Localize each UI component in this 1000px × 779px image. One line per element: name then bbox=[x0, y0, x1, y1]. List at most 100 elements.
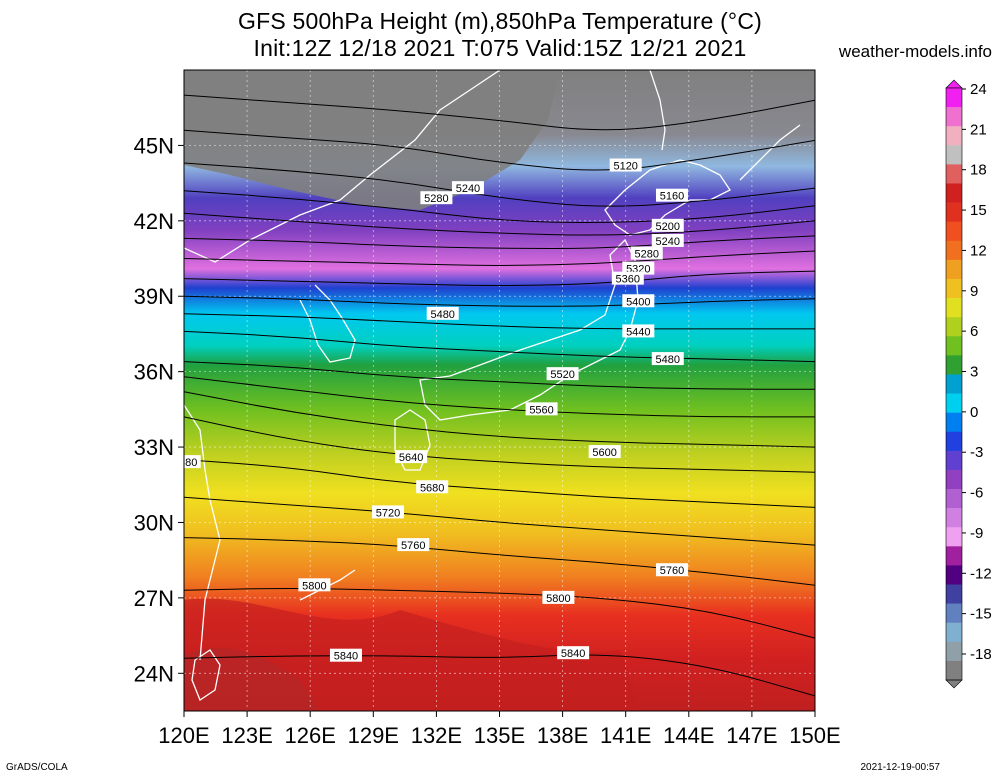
contour-label-bg bbox=[609, 158, 642, 172]
contour-label-bg bbox=[525, 402, 558, 416]
contour-line-5800 bbox=[184, 587, 815, 639]
contour-label-bg bbox=[420, 191, 453, 205]
contour-line-5320 bbox=[184, 250, 815, 266]
colorbar-label: -3 bbox=[970, 444, 983, 461]
contour-line-5400 bbox=[184, 295, 815, 307]
colorbar-label: -12 bbox=[970, 565, 992, 582]
lat-label: 24N bbox=[134, 661, 174, 686]
colorbar-swatch bbox=[946, 259, 962, 280]
colorbar-swatch bbox=[946, 317, 962, 337]
contour-label: 5160 bbox=[660, 191, 684, 203]
colorbar-frame bbox=[945, 87, 963, 681]
contour-label-bg bbox=[184, 455, 201, 469]
colorbar-label: 0 bbox=[970, 404, 978, 421]
footer-software: GrADS/COLA bbox=[6, 762, 68, 773]
colorbar-swatch bbox=[946, 393, 962, 413]
contour-label-bg bbox=[651, 352, 684, 366]
contour-label-bg bbox=[622, 261, 655, 275]
lon-label: 135E bbox=[474, 723, 525, 748]
colorbar-label: 18 bbox=[970, 162, 987, 179]
contour-label: 5280 bbox=[634, 249, 658, 261]
lon-label: 129E bbox=[348, 723, 399, 748]
contour-label: 5680 bbox=[420, 482, 444, 494]
coastline-kurils bbox=[739, 124, 801, 181]
contour-label: 5760 bbox=[401, 540, 425, 552]
lon-label: 138E bbox=[537, 723, 588, 748]
contour-label: 5240 bbox=[456, 183, 480, 195]
site-credit: weather-models.info bbox=[838, 42, 992, 61]
contour-line-5680 bbox=[184, 459, 815, 508]
contour-line-5560 bbox=[184, 376, 815, 418]
colorbar-swatch bbox=[946, 88, 962, 108]
colorbar-swatch bbox=[946, 565, 962, 585]
contour-label: 5600 bbox=[592, 447, 616, 459]
lon-label: 144E bbox=[663, 723, 714, 748]
cold-air-region bbox=[184, 70, 560, 210]
colorbar-swatch bbox=[946, 584, 962, 604]
contour-label-bg bbox=[588, 445, 621, 459]
contour-label-bg bbox=[622, 324, 655, 338]
contour-label-bg bbox=[298, 578, 331, 592]
colorbar-swatch bbox=[946, 164, 962, 184]
contour-label-bg bbox=[655, 188, 688, 202]
colorbar-swatch bbox=[946, 489, 962, 509]
lon-label: 150E bbox=[789, 723, 840, 748]
colorbar-swatch bbox=[946, 221, 962, 242]
colorbar-swatch bbox=[946, 145, 962, 165]
contour-label: 5840 bbox=[334, 651, 358, 663]
contour-line-5240 bbox=[184, 212, 815, 236]
coastline-china-east bbox=[184, 404, 221, 661]
colorbar-swatch bbox=[946, 107, 962, 127]
footer-timestamp: 2021-12-19-00:57 bbox=[860, 762, 940, 773]
contour-line-5600 bbox=[184, 391, 815, 448]
contour-label: 5480 bbox=[430, 309, 454, 321]
colorbar-label: -9 bbox=[970, 525, 983, 542]
contour-label: 680 bbox=[179, 457, 197, 469]
colorbar-swatch bbox=[946, 546, 962, 566]
colorbar-label: -6 bbox=[970, 485, 983, 502]
lat-label: 33N bbox=[134, 435, 174, 460]
contour-label-bg bbox=[372, 505, 405, 519]
coastline-asia bbox=[184, 70, 501, 263]
colorbar-swatch bbox=[946, 126, 962, 146]
colorbar-swatch bbox=[946, 603, 962, 624]
lon-axis: 120E 123E 126E 129E 132E 135E 138E 141E 144E 147E… bbox=[158, 711, 841, 748]
contour-label-bg bbox=[655, 563, 688, 577]
contour-label: 5560 bbox=[529, 404, 553, 416]
contour-line-5080 bbox=[184, 94, 815, 131]
contour-label: 5720 bbox=[376, 507, 400, 519]
coastline-taiwan bbox=[191, 649, 221, 701]
contour-line-5720 bbox=[184, 496, 815, 546]
colorbar-swatch bbox=[946, 622, 962, 643]
contour-line-5440 bbox=[184, 313, 815, 330]
colorbar-swatch bbox=[946, 450, 962, 471]
lat-label: 39N bbox=[134, 284, 174, 309]
colorbar-swatch bbox=[946, 336, 962, 356]
colorbar-label: 9 bbox=[970, 283, 978, 300]
colorbar-swatch bbox=[946, 298, 962, 318]
contour-label: 5840 bbox=[561, 648, 585, 660]
colorbar-swatch bbox=[946, 641, 962, 662]
contour-label-bg bbox=[546, 367, 579, 381]
land-warm-region bbox=[184, 648, 320, 711]
lon-label: 120E bbox=[158, 723, 209, 748]
colorbar-swatch bbox=[946, 240, 962, 261]
contour-label: 5240 bbox=[656, 236, 680, 248]
colorbar-swatch bbox=[946, 374, 962, 394]
colorbar-swatch bbox=[946, 431, 962, 452]
colorbar-swatch bbox=[946, 278, 962, 299]
lon-label: 126E bbox=[285, 723, 336, 748]
contour-line-5640 bbox=[184, 416, 815, 473]
contour-label-bg bbox=[451, 181, 484, 195]
colorbar: 24 21 18 15 12 9 6 3 0 -3 -6 -9 -12 -15 -18 bbox=[945, 79, 992, 689]
map-title: GFS 500hPa Height (m),850hPa Temperature… bbox=[237, 8, 762, 34]
colorbar-swatch bbox=[946, 202, 962, 222]
colorbar-swatch bbox=[946, 412, 962, 433]
lat-axis: 45N 42N 39N 36N 33N 30N 27N 24N bbox=[134, 133, 184, 686]
colorbar-label: 15 bbox=[970, 202, 987, 219]
contour-label-bg bbox=[557, 646, 590, 660]
contour-label-bg bbox=[397, 538, 430, 552]
colorbar-label: 21 bbox=[970, 121, 987, 138]
lat-label: 36N bbox=[134, 360, 174, 385]
